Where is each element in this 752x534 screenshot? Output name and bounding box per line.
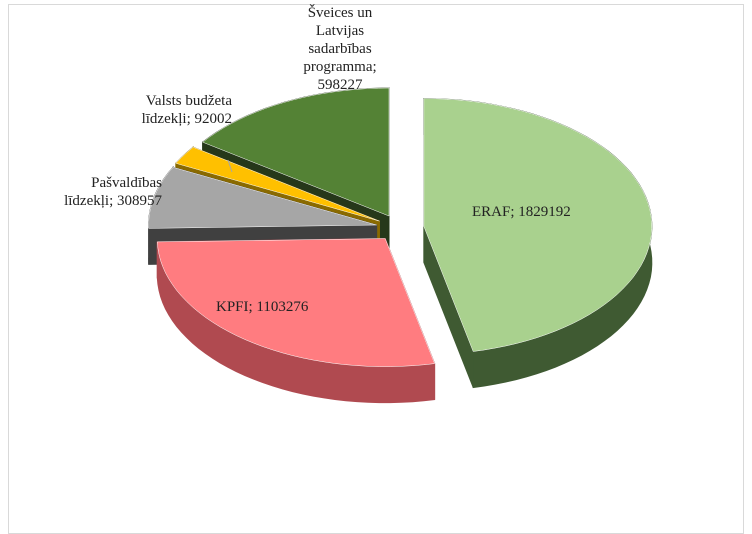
data-label: ERAF; 1829192 — [472, 204, 571, 220]
data-label: Valsts budžeta līdzekļi; 92002 — [141, 93, 232, 127]
slice — [175, 146, 380, 222]
slice — [423, 98, 653, 352]
data-label: Šveices un Latvijas sadarbības programma… — [303, 5, 377, 93]
slice — [148, 167, 377, 229]
leader-line — [159, 195, 201, 208]
slice — [202, 87, 390, 217]
data-label: KPFI; 1103276 — [216, 299, 309, 315]
pie — [148, 87, 653, 404]
leader-line — [227, 159, 233, 173]
data-label: Pašvaldības līdzekļi; 308957 — [64, 175, 162, 209]
slice — [157, 238, 435, 367]
